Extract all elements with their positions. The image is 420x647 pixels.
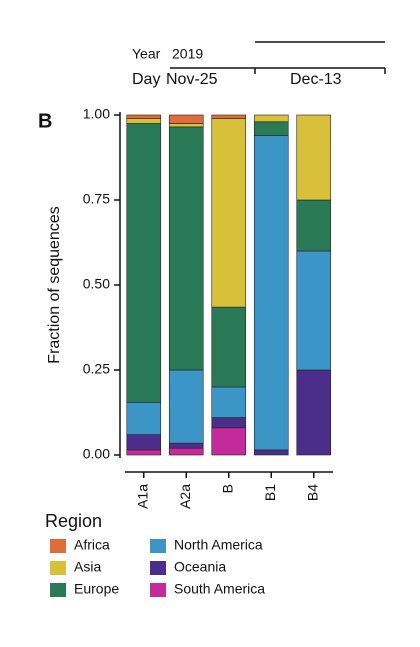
x-tick-label: A1a	[134, 484, 150, 509]
bar-segment	[253, 449, 289, 456]
bar-segment	[126, 434, 162, 451]
legend-swatch	[50, 561, 66, 575]
bar-segment	[211, 118, 247, 308]
bar-segment	[211, 114, 247, 119]
y-tick-label: 0.25	[83, 361, 110, 377]
bar-segment	[168, 442, 204, 449]
bar-segment	[253, 114, 289, 123]
y-axis-label: Fraction of sequences	[46, 206, 63, 363]
bar-segment	[126, 123, 162, 403]
bar-segment	[126, 401, 162, 435]
year-label: Year	[132, 46, 161, 62]
bar-segment	[296, 369, 332, 456]
bar-segment	[253, 121, 289, 136]
bar-segment	[168, 123, 204, 128]
x-tick-label: A2a	[177, 484, 193, 509]
bar-segment	[296, 114, 332, 201]
day-start: Nov-25	[166, 71, 218, 88]
bar-segment	[296, 250, 332, 371]
bar-segment	[168, 126, 204, 371]
x-tick-label: B	[219, 484, 235, 493]
bar-segment	[253, 135, 289, 451]
bar-segment	[168, 447, 204, 456]
legend-swatch	[150, 583, 166, 597]
legend-label: South America	[174, 581, 265, 597]
legend-label: Africa	[74, 537, 110, 553]
legend-title: Region	[45, 511, 102, 531]
legend-swatch	[150, 539, 166, 553]
legend-swatch	[50, 583, 66, 597]
x-tick-label: B4	[304, 484, 320, 501]
y-tick-label: 1.00	[83, 106, 110, 122]
legend-label: North America	[174, 537, 263, 553]
panel-label: B	[38, 110, 52, 132]
legend-swatch	[50, 539, 66, 553]
legend-label: Asia	[74, 559, 101, 575]
bar-segment	[211, 417, 247, 429]
x-tick-label: B1	[262, 484, 278, 501]
bar-segment	[211, 306, 247, 388]
bar-segment	[126, 114, 162, 119]
bar-segment	[168, 369, 204, 444]
y-tick-label: 0.75	[83, 191, 110, 207]
bar-segment	[126, 118, 162, 124]
legend-label: Oceania	[174, 559, 226, 575]
bar-segment	[211, 386, 247, 418]
bar-segment	[168, 114, 204, 124]
bar-segment	[296, 199, 332, 252]
year: 2019	[172, 46, 203, 62]
bar-segment	[211, 427, 247, 456]
legend-label: Europe	[74, 581, 119, 597]
bar-segment	[126, 449, 162, 456]
y-tick-label: 0.00	[83, 446, 110, 462]
day-end: Dec-13	[290, 71, 342, 88]
day-label: Day	[132, 71, 160, 88]
y-tick-label: 0.50	[83, 276, 110, 292]
legend-swatch	[150, 561, 166, 575]
